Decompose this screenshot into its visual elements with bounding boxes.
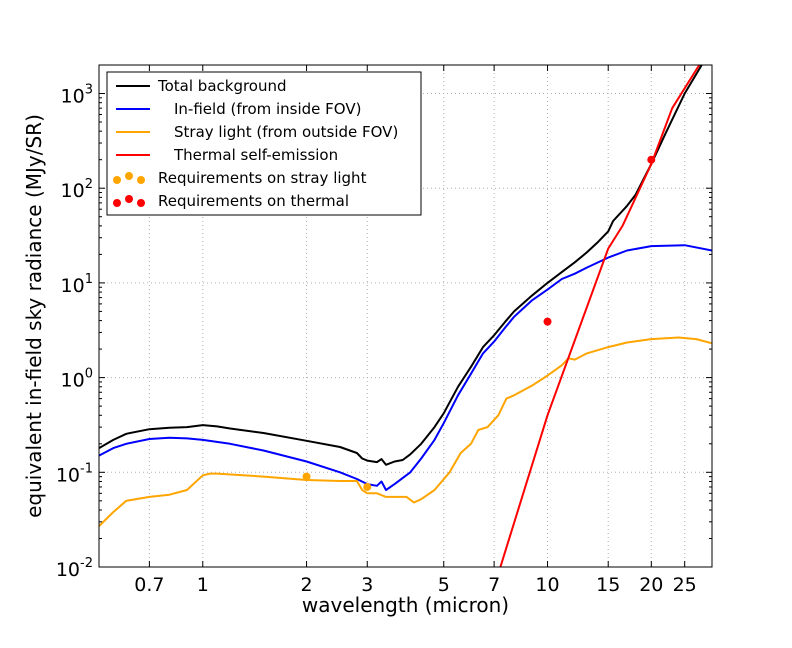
requirement-marker-1 bbox=[302, 472, 311, 481]
series-line-2 bbox=[99, 244, 712, 491]
x-tick-label: 7 bbox=[488, 574, 500, 596]
y-tick-exponent: 3 bbox=[85, 83, 93, 98]
y-tick-exponent: 0 bbox=[85, 367, 93, 382]
y-tick-label: 101 bbox=[61, 272, 93, 297]
y-tick-exponent: 1 bbox=[85, 272, 93, 287]
y-tick-base: 10 bbox=[61, 86, 85, 108]
legend-swatch-marker bbox=[125, 195, 133, 203]
requirement-marker-2 bbox=[647, 155, 656, 164]
x-tick-label: 3 bbox=[361, 574, 373, 596]
y-tick-label: 100 bbox=[61, 367, 93, 392]
y-tick-base: 10 bbox=[61, 275, 85, 297]
legend-swatch-marker bbox=[113, 176, 121, 184]
legend-label: In-field (from inside FOV) bbox=[174, 100, 361, 118]
legend: Total background In-field (from inside FO… bbox=[106, 71, 422, 216]
y-tick-base: 10 bbox=[56, 464, 80, 486]
legend-swatch-marker bbox=[125, 172, 133, 180]
plot-frame bbox=[98, 64, 713, 568]
y-tick-base: 10 bbox=[61, 180, 85, 202]
y-tick-exponent: -1 bbox=[80, 461, 93, 476]
requirement-marker-2 bbox=[543, 317, 552, 326]
y-tick-label: 10-1 bbox=[56, 461, 93, 486]
x-axis-label: wavelength (micron) bbox=[302, 593, 509, 617]
x-tick-label: 0.7 bbox=[134, 574, 164, 596]
x-tick-label: 5 bbox=[438, 574, 450, 596]
y-tick-exponent: -2 bbox=[80, 556, 93, 571]
y-tick-base: 10 bbox=[61, 370, 85, 392]
x-tick-label: 2 bbox=[301, 574, 313, 596]
legend-label: Thermal self-emission bbox=[173, 146, 338, 164]
series-line-1 bbox=[99, 65, 703, 466]
legend-label: Stray light (from outside FOV) bbox=[174, 123, 398, 141]
requirement-marker-1 bbox=[363, 482, 372, 491]
legend-label: Total background bbox=[157, 77, 287, 95]
y-tick-label: 102 bbox=[61, 177, 93, 202]
y-tick-exponent: 2 bbox=[85, 177, 93, 192]
x-tick-label: 1 bbox=[197, 574, 209, 596]
marker-group bbox=[302, 155, 656, 491]
legend-swatch-marker bbox=[137, 176, 145, 184]
x-tick-label: 10 bbox=[535, 574, 559, 596]
series-line-3 bbox=[99, 336, 712, 527]
legend-label: Requirements on stray light bbox=[158, 169, 367, 187]
series-group bbox=[99, 65, 712, 567]
x-tick-label: 20 bbox=[639, 574, 663, 596]
legend-label: Requirements on thermal bbox=[158, 192, 349, 210]
y-axis-label: equivalent in-field sky radiance (MJy/SR… bbox=[22, 114, 46, 518]
x-tick-label: 15 bbox=[596, 574, 620, 596]
legend-box bbox=[106, 71, 422, 216]
y-tick-label: 10-2 bbox=[56, 556, 93, 581]
y-tick-base: 10 bbox=[56, 559, 80, 581]
legend-swatch-marker bbox=[113, 199, 121, 207]
legend-swatch-marker bbox=[137, 199, 145, 207]
x-tick-label: 25 bbox=[673, 574, 697, 596]
y-tick-label: 103 bbox=[61, 83, 93, 108]
series-line-4 bbox=[499, 65, 701, 567]
